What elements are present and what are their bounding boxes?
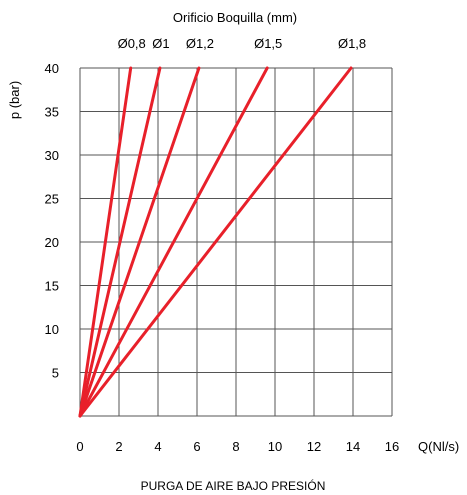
y-axis-label: p (bar)	[7, 81, 22, 119]
series-line	[78, 66, 133, 418]
x-tick-label: 4	[154, 439, 161, 454]
y-tick-label: 10	[45, 322, 59, 337]
x-tick-label: 0	[76, 439, 83, 454]
y-tick-label: 25	[45, 192, 59, 207]
series-lines	[78, 66, 353, 418]
series-line	[78, 66, 162, 418]
y-tick-label: 5	[52, 366, 59, 381]
x-tick-label: 8	[232, 439, 239, 454]
x-tick-label: 12	[307, 439, 321, 454]
chart-grid	[79, 67, 393, 417]
x-tick-label: 6	[193, 439, 200, 454]
nozzle-diameter-label: Ø1	[152, 36, 169, 51]
chart-bottom-title: PURGA DE AIRE BAJO PRESIÓN	[141, 478, 326, 493]
nozzle-diameter-label: Ø1,8	[338, 36, 366, 51]
x-tick-label: 10	[268, 439, 282, 454]
series-line	[78, 66, 353, 418]
nozzle-diameter-label: Ø0,8	[118, 36, 146, 51]
y-tick-label: 15	[45, 279, 59, 294]
y-tick-label: 20	[45, 235, 59, 250]
x-tick-label: 2	[115, 439, 122, 454]
y-tick-label: 35	[45, 105, 59, 120]
nozzle-labels: Ø0,8 Ø1 Ø1,2 Ø1,5 Ø1,8	[118, 36, 367, 51]
x-tick-label: 14	[346, 439, 360, 454]
y-tick-label: 40	[45, 61, 59, 76]
x-axis-ticks: 0 2 4 6 8 10 12 14 16	[76, 439, 399, 454]
chart-top-title: Orificio Boquilla (mm)	[173, 10, 297, 25]
y-axis-ticks: 5 10 15 20 25 30 35 40	[45, 61, 59, 381]
series-line	[78, 66, 269, 418]
nozzle-diameter-label: Ø1,5	[254, 36, 282, 51]
y-tick-label: 30	[45, 148, 59, 163]
series-line	[78, 66, 201, 418]
x-axis-label: Q(Nl/s)	[418, 439, 459, 454]
x-tick-label: 16	[385, 439, 399, 454]
nozzle-diameter-label: Ø1,2	[186, 36, 214, 51]
